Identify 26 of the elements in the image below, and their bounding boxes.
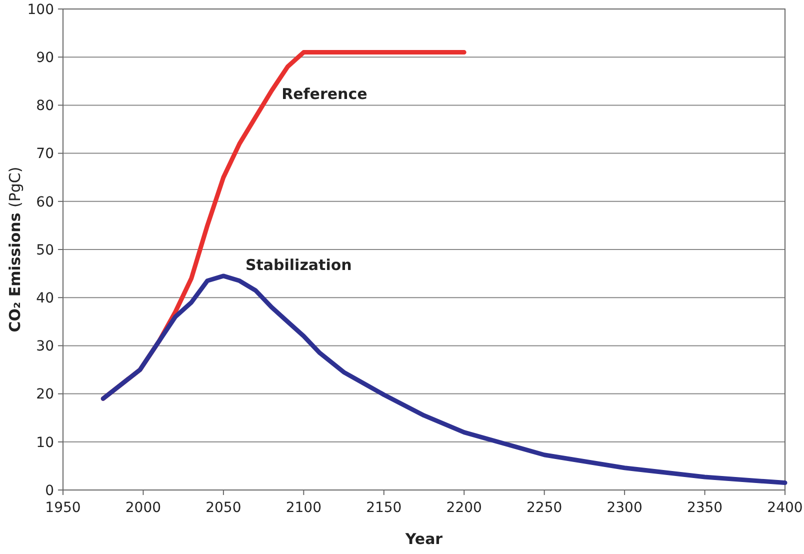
y-tick-label: 30: [36, 338, 54, 355]
y-tick-label: 10: [36, 434, 54, 451]
x-tick-label: 2100: [286, 500, 322, 516]
x-tick-label: 2250: [526, 500, 562, 516]
y-tick-label: 0: [45, 482, 54, 499]
series-label: Stabilization: [245, 256, 352, 274]
y-tick-label: 70: [36, 146, 54, 162]
line-series: [100, 274, 788, 486]
y-tick-label: 60: [36, 194, 54, 210]
y-tick-label: 40: [36, 290, 54, 306]
x-tick-label: 1950: [45, 500, 81, 516]
y-tick-label: 100: [27, 2, 54, 18]
x-tick-label: 2150: [366, 500, 402, 516]
y-tick-label: 50: [36, 242, 54, 258]
y-tick-label: 20: [36, 386, 54, 403]
series-label: Reference: [282, 84, 368, 103]
y-axis-title: CO₂ Emissions (PgC): [6, 166, 24, 332]
x-tick-label: 2300: [606, 500, 642, 516]
x-tick-label: 2200: [446, 500, 482, 516]
x-tick-label: 2050: [206, 500, 242, 516]
x-axis-title: Year: [404, 530, 444, 548]
x-tick-label: 2350: [686, 500, 723, 516]
y-tick-label: 80: [36, 98, 54, 114]
x-tick-label: 2000: [125, 500, 162, 516]
y-tick-label: 90: [36, 50, 54, 66]
x-tick-label: 2400: [767, 500, 803, 516]
